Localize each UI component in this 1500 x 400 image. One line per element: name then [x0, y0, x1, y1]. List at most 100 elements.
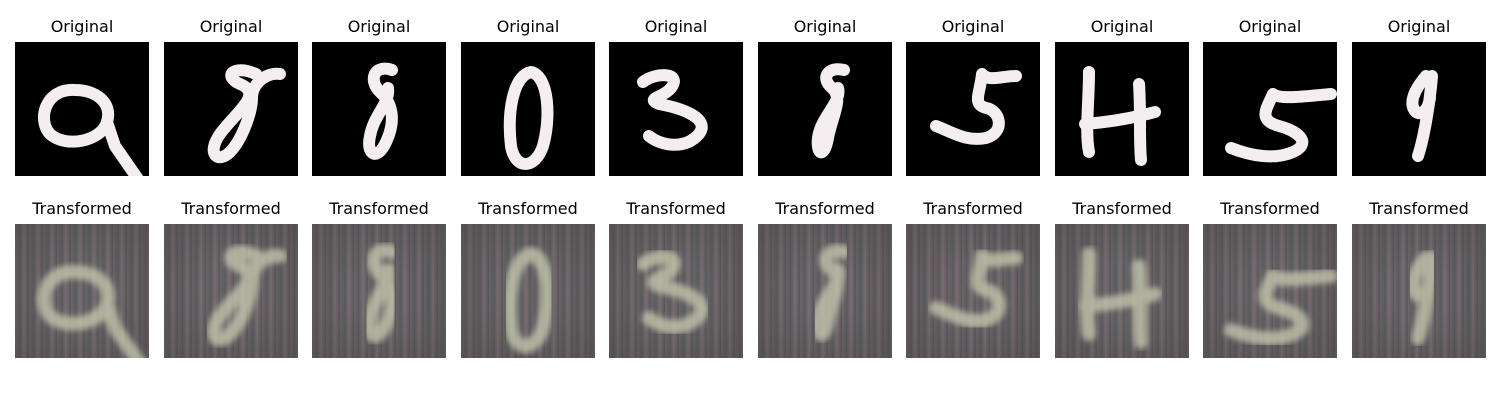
original-panel: Original: [1352, 16, 1486, 186]
panel-title: Original: [793, 17, 857, 36]
digit-image: [609, 42, 743, 176]
original-panel: Original: [461, 16, 595, 186]
transformed-panel: Transformed: [164, 198, 298, 368]
digit-glyph: [363, 62, 398, 160]
digit-stroke: [1225, 88, 1337, 163]
digit-stroke: [930, 68, 1022, 145]
original-panel: Original: [609, 16, 743, 186]
digit-stroke: [929, 249, 1023, 328]
digit-stroke: [206, 245, 287, 347]
panel-title: Original: [941, 17, 1005, 36]
original-panel: Original: [758, 16, 892, 186]
digit-image: [1055, 42, 1189, 176]
panel-title: Original: [496, 17, 560, 36]
digit-image: [164, 224, 298, 358]
digit-image: [609, 224, 743, 358]
panel-title: Transformed: [923, 199, 1023, 218]
digit-glyph: [810, 244, 851, 342]
original-panel: Original: [164, 16, 298, 186]
digit-glyph: [811, 63, 850, 159]
digit-glyph: [1225, 88, 1337, 163]
original-panel: Original: [1203, 16, 1337, 186]
panel-title: Transformed: [329, 199, 429, 218]
panel-title: Transformed: [1072, 199, 1172, 218]
panel-title: Transformed: [478, 199, 578, 218]
panel-title: Original: [50, 17, 114, 36]
digit-image: [15, 42, 149, 176]
digit-glyph: [637, 69, 708, 151]
digit-glyph: [1405, 251, 1439, 345]
digit-glyph: [206, 245, 287, 347]
original-panel: Original: [1055, 16, 1189, 186]
digit-image: [758, 224, 892, 358]
digit-image: [1352, 224, 1486, 358]
digit-glyph: [37, 265, 145, 358]
digit-image: [758, 42, 892, 176]
digit-stroke: [1224, 269, 1337, 346]
transformed-panel: Transformed: [906, 198, 1040, 368]
digit-stroke: [363, 62, 398, 160]
digit-stroke: [636, 250, 709, 334]
digit-stroke: [1079, 66, 1161, 166]
original-panel: Original: [15, 16, 149, 186]
digit-stroke: [207, 64, 286, 164]
digit-stroke: [810, 244, 851, 342]
digit-glyph: [1224, 269, 1337, 346]
digit-glyph: [1079, 66, 1161, 166]
digit-image: [164, 42, 298, 176]
digit-stroke: [362, 243, 399, 343]
digit-stroke: [502, 247, 555, 353]
digit-stroke: [1405, 251, 1439, 345]
panel-title: Original: [1238, 17, 1302, 36]
digit-image: [1203, 224, 1337, 358]
digit-stroke: [637, 69, 708, 151]
digit-stroke: [1078, 247, 1162, 349]
original-panel: Original: [906, 16, 1040, 186]
digit-glyph: [207, 64, 286, 164]
digit-image: [312, 42, 446, 176]
digit-glyph: [930, 68, 1022, 145]
transformed-panel: Transformed: [461, 198, 595, 368]
digit-stroke: [1406, 70, 1438, 162]
transformed-panel: Transformed: [609, 198, 743, 368]
panel-title: Original: [1090, 17, 1154, 36]
panel-title: Transformed: [32, 199, 132, 218]
transformed-row: Transformed Transformed Transformed Transfo…: [0, 198, 1500, 368]
transformed-panel: Transformed: [758, 198, 892, 368]
digit-glyph: [636, 250, 709, 334]
digit-image: [1055, 224, 1189, 358]
panel-title: Transformed: [1369, 199, 1469, 218]
digit-glyph: [38, 84, 144, 176]
panel-title: Transformed: [1220, 199, 1320, 218]
digit-image: [461, 224, 595, 358]
digit-image: [906, 224, 1040, 358]
transformed-panel: Transformed: [15, 198, 149, 368]
panel-title: Transformed: [181, 199, 281, 218]
digit-glyph: [362, 243, 399, 343]
digit-glyph: [1078, 247, 1162, 349]
digit-glyph: [503, 66, 554, 170]
digit-stroke: [37, 265, 145, 358]
panel-title: Original: [347, 17, 411, 36]
digit-stroke: [38, 84, 144, 176]
digit-glyph: [929, 249, 1023, 328]
digit-glyph: [502, 247, 555, 353]
digit-image: [15, 224, 149, 358]
transformed-panel: Transformed: [312, 198, 446, 368]
digit-image: [1352, 42, 1486, 176]
digit-image: [312, 224, 446, 358]
panel-title: Original: [644, 17, 708, 36]
transformed-panel: Transformed: [1352, 198, 1486, 368]
digit-image: [906, 42, 1040, 176]
panel-title: Original: [1387, 17, 1451, 36]
digit-image: [1203, 42, 1337, 176]
transformed-panel: Transformed: [1203, 198, 1337, 368]
digit-stroke: [811, 63, 850, 159]
panel-title: Transformed: [775, 199, 875, 218]
panel-title: Original: [199, 17, 263, 36]
digit-stroke: [503, 66, 554, 170]
transformed-panel: Transformed: [1055, 198, 1189, 368]
original-panel: Original: [312, 16, 446, 186]
digit-image: [461, 42, 595, 176]
original-row: Original Original Original Original Original…: [0, 16, 1500, 186]
